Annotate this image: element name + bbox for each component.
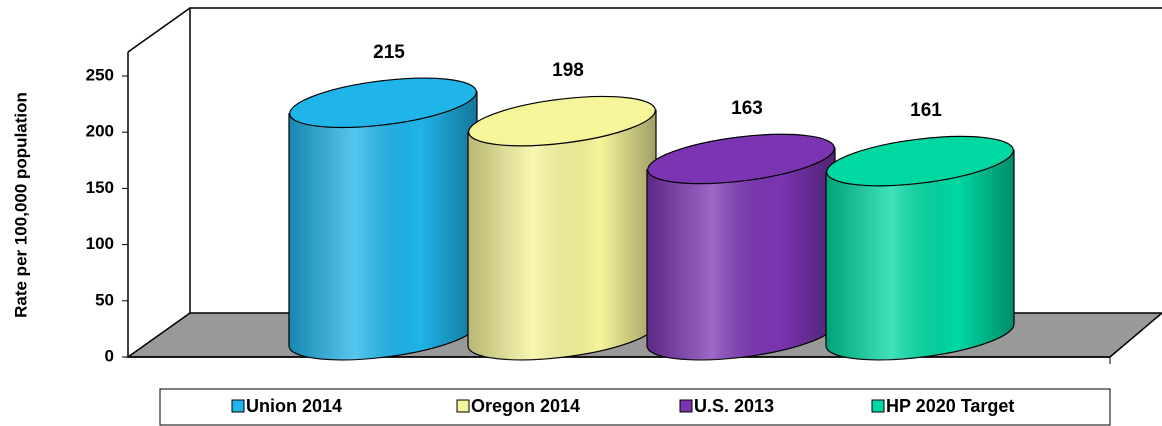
y-tick-label: 150 bbox=[86, 178, 114, 197]
legend-swatch bbox=[871, 399, 885, 413]
cylinder-shade bbox=[289, 91, 478, 360]
cylinder-top bbox=[468, 95, 656, 147]
value-label: 198 bbox=[552, 60, 584, 81]
y-tick-label: 200 bbox=[86, 122, 114, 141]
legend-swatch bbox=[456, 399, 470, 413]
y-tick-label: 250 bbox=[86, 65, 114, 84]
cylinder-top bbox=[826, 135, 1014, 187]
value-label: 161 bbox=[910, 100, 942, 121]
legend-swatch bbox=[231, 399, 245, 413]
cylinder-shade bbox=[826, 150, 1015, 360]
cylinder-shade bbox=[468, 110, 657, 360]
side-wall bbox=[127, 7, 191, 53]
y-tick-label: 50 bbox=[95, 290, 114, 309]
y-axis-label: Rate per 100,000 population bbox=[11, 92, 30, 318]
legend-label: HP 2020 Target bbox=[886, 396, 1014, 416]
cylinder-top bbox=[647, 133, 835, 185]
legend bbox=[159, 388, 1111, 426]
legend-label: Union 2014 bbox=[246, 396, 342, 416]
y-tick-label: 100 bbox=[86, 234, 114, 253]
value-label: 163 bbox=[731, 98, 763, 119]
cylinder-shade bbox=[647, 147, 836, 360]
cylinder-top bbox=[289, 77, 477, 129]
legend-label: U.S. 2013 bbox=[694, 396, 774, 416]
value-label: 215 bbox=[373, 42, 405, 63]
legend-swatch bbox=[679, 399, 693, 413]
legend-label: Oregon 2014 bbox=[471, 396, 580, 416]
y-tick-label: 0 bbox=[105, 346, 114, 365]
